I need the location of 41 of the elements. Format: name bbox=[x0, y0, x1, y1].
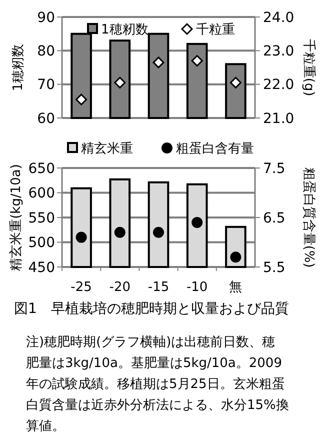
point bbox=[192, 216, 203, 228]
point bbox=[114, 226, 126, 238]
text: 注)穂肥時期(グラフ横軸)は出穂前日数、穂肥量は3kg/10a。基肥量は5kg/10a。2009年の試験成績。移植期は5月25日。玄米粗蛋白質含量は近赤外分析法による、水分15%換算値。 bbox=[26, 335, 289, 434]
x-tick-label: -10 bbox=[186, 280, 208, 295]
y-tick-label: 60 bbox=[37, 110, 55, 127]
x-tick-label: 無 bbox=[229, 280, 242, 295]
caption: 図1 早植栽培の穂肥時期と収量および品質 bbox=[14, 301, 289, 317]
point bbox=[152, 56, 164, 68]
x-tick-label: -15 bbox=[148, 280, 170, 295]
y2-tick-label: 7.5 bbox=[263, 160, 286, 177]
legend-label: 1穂籾数 bbox=[101, 22, 148, 38]
point bbox=[153, 226, 164, 238]
y2-axis-title: 千粒重(g) bbox=[301, 38, 316, 96]
x-tick-label: -25 bbox=[70, 280, 92, 295]
y-tick-label: 500 bbox=[28, 235, 55, 252]
y-tick-label: 650 bbox=[28, 160, 55, 177]
legend-label: 粗蛋白含有量 bbox=[176, 142, 254, 157]
y-tick-label: 600 bbox=[28, 186, 55, 202]
point bbox=[191, 55, 203, 67]
point bbox=[230, 76, 242, 88]
point bbox=[76, 94, 88, 106]
point bbox=[114, 76, 126, 88]
legend-label: 精玄米重 bbox=[81, 140, 133, 157]
y2-tick-label: 6.5 bbox=[263, 210, 286, 226]
y2-tick-label: 5.5 bbox=[263, 260, 286, 276]
y-tick-label: 70 bbox=[37, 77, 55, 94]
legend-label: 千粒重 bbox=[196, 22, 235, 38]
y-tick-label: 90 bbox=[37, 10, 55, 26]
y-tick-label: 450 bbox=[28, 260, 55, 276]
point bbox=[230, 252, 242, 263]
y2-axis-title: 粗蛋白質含量(%) bbox=[301, 167, 316, 268]
y2-tick-label: 24.0 bbox=[263, 10, 294, 26]
y-axis-title: 精玄米重(kg/10a) bbox=[8, 164, 24, 271]
y-tick-label: 80 bbox=[37, 44, 55, 60]
y2-tick-label: 23.0 bbox=[263, 44, 294, 60]
y-tick-label: 550 bbox=[28, 210, 55, 226]
x-tick-label: -20 bbox=[109, 280, 131, 295]
y2-tick-label: 22.0 bbox=[263, 77, 294, 94]
y2-tick-label: 21.0 bbox=[263, 110, 294, 127]
y-axis-title: 1穂籾数 bbox=[11, 44, 26, 92]
point bbox=[76, 232, 87, 243]
